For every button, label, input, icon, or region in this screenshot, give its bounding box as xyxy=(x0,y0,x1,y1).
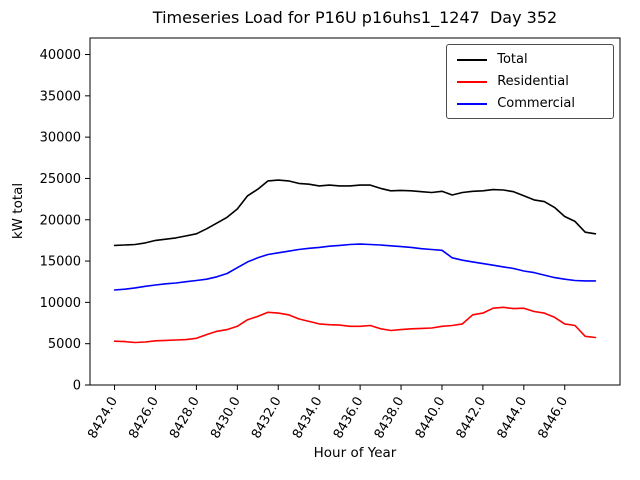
legend: Total Residential Commercial xyxy=(446,44,614,119)
x-tick-label: 8438.0 xyxy=(372,395,408,442)
x-tick-label: 8428.0 xyxy=(167,395,203,442)
x-tick-label: 8426.0 xyxy=(126,395,162,442)
legend-entry-residential: Residential xyxy=(457,74,601,89)
total-line-swatch xyxy=(457,58,488,61)
y-tick-label: 25000 xyxy=(40,172,81,187)
y-tick-label: 10000 xyxy=(40,296,81,311)
legend-entry-commercial: Commercial xyxy=(457,96,601,111)
x-tick-label: 8440.0 xyxy=(413,395,449,442)
y-tick-label: 40000 xyxy=(40,48,81,63)
x-tick-label: 8430.0 xyxy=(208,395,244,442)
commercial-line-swatch xyxy=(457,102,488,105)
y-tick-label: 20000 xyxy=(40,213,81,228)
axes-frame xyxy=(89,37,621,386)
series-line-total xyxy=(113,179,597,247)
series-line-residential xyxy=(113,306,597,344)
x-tick-label: 8432.0 xyxy=(249,395,285,442)
legend-label-commercial: Commercial xyxy=(497,96,575,111)
x-tick-label: 8424.0 xyxy=(85,395,121,442)
y-tick-label: 35000 xyxy=(40,89,81,104)
residential-line-swatch xyxy=(457,80,488,83)
legend-label-total: Total xyxy=(497,52,528,67)
y-tick-label: 15000 xyxy=(40,255,81,270)
legend-label-residential: Residential xyxy=(497,74,569,89)
y-tick-label: 0 xyxy=(73,379,81,394)
series-line-commercial xyxy=(113,243,597,291)
legend-entry-total: Total xyxy=(457,52,601,67)
x-tick-label: 8442.0 xyxy=(454,395,490,442)
x-tick-label: 8434.0 xyxy=(290,395,326,442)
x-tick-label: 8444.0 xyxy=(495,395,531,442)
y-tick-label: 30000 xyxy=(40,131,81,146)
y-tick-label: 5000 xyxy=(48,337,81,352)
x-tick-label: 8446.0 xyxy=(535,395,571,442)
x-axis-label: Hour of Year xyxy=(313,445,397,461)
chart-title: Timeseries Load for P16U p16uhs1_1247 Da… xyxy=(152,8,558,27)
x-tick-label: 8436.0 xyxy=(331,395,367,442)
